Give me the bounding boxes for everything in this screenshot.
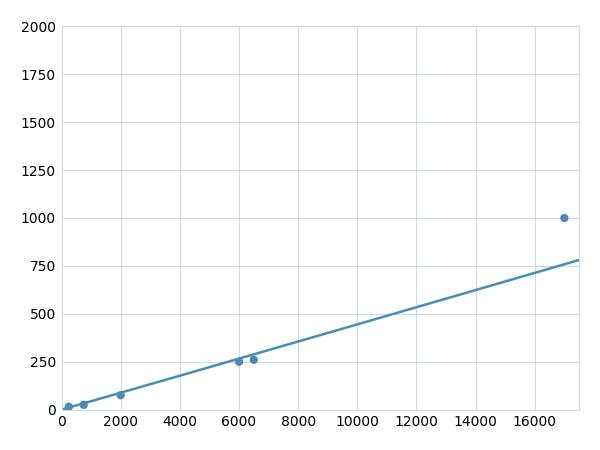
Point (116, 392, 125, 399)
Point (560, 214, 569, 221)
Point (64, 403, 74, 410)
Point (234, 358, 244, 365)
Point (249, 356, 259, 364)
Point (79, 401, 88, 409)
